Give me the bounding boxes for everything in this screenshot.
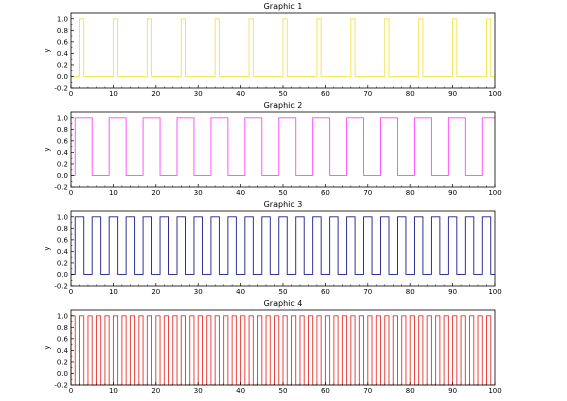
y-tick-label: 0.8 (57, 126, 68, 134)
x-tick-label: 100 (488, 387, 501, 395)
x-tick-label: 30 (194, 288, 203, 296)
x-tick-label: 30 (194, 90, 203, 98)
x-tick-label: 70 (363, 189, 372, 197)
y-tick-label: 1.0 (57, 114, 68, 122)
y-tick-label: 0.4 (57, 248, 69, 256)
x-tick-label: 50 (279, 387, 288, 395)
x-tick-label: 10 (109, 387, 118, 395)
x-tick-label: 20 (151, 288, 160, 296)
x-tick-label: 60 (321, 387, 330, 395)
chart-title: Graphic 4 (264, 299, 303, 308)
x-tick-label: 100 (488, 90, 501, 98)
x-tick-label: 20 (151, 90, 160, 98)
x-tick-label: 80 (406, 288, 415, 296)
y-tick-label: 0.2 (57, 160, 68, 168)
series-line (71, 216, 495, 275)
subplot-4: Graphic 4 y 0 10 20 30 40 50 60 70 80 90 100 -0.2 0.0 0… (43, 299, 502, 395)
x-tick-label: 0 (69, 189, 73, 197)
x-tick-label: 100 (488, 288, 501, 296)
subplot-1: Graphic 1 y 0 10 20 30 40 50 60 70 80 90 100 -0.2 0.0 0… (43, 2, 502, 98)
y-tick-label: 0.0 (57, 73, 68, 81)
x-tick-label: 90 (448, 189, 457, 197)
x-tick-label: 10 (109, 288, 118, 296)
y-tick-label: -0.2 (54, 184, 68, 192)
y-tick-label: 1.0 (57, 15, 68, 23)
subplot-2: Graphic 2 y 0 10 20 30 40 50 60 70 80 90 100 -0.2 0.0 0… (43, 101, 502, 197)
chart-title: Graphic 2 (264, 101, 303, 110)
y-tick-label: 0.4 (57, 347, 69, 355)
x-tick-label: 80 (406, 387, 415, 395)
x-tick-label: 20 (151, 189, 160, 197)
x-tick-label: 70 (363, 387, 372, 395)
y-tick-label: 0.6 (57, 38, 69, 46)
y-tick-label: 1.0 (57, 312, 68, 320)
x-tick-label: 90 (448, 90, 457, 98)
y-tick-label: -0.2 (54, 382, 68, 390)
x-tick-label: 70 (363, 288, 372, 296)
y-tick-label: -0.2 (54, 283, 68, 291)
x-tick-label: 100 (488, 189, 501, 197)
y-tick-label: 0.4 (57, 50, 69, 58)
y-tick-label: 0.0 (57, 271, 68, 279)
chart-title: Graphic 1 (264, 2, 303, 11)
x-tick-label: 10 (109, 189, 118, 197)
x-tick-label: 60 (321, 288, 330, 296)
chart-title: Graphic 3 (264, 200, 303, 209)
x-tick-label: 60 (321, 189, 330, 197)
x-tick-label: 10 (109, 90, 118, 98)
x-tick-label: 50 (279, 90, 288, 98)
y-tick-label: 0.0 (57, 172, 68, 180)
y-axis-label: y (43, 345, 51, 349)
y-axis-label: y (43, 48, 51, 52)
x-tick-label: 50 (279, 189, 288, 197)
x-tick-label: 80 (406, 90, 415, 98)
y-tick-label: 0.0 (57, 370, 68, 378)
x-tick-label: 40 (236, 189, 245, 197)
y-tick-label: 0.8 (57, 324, 68, 332)
subplot-3: Graphic 3 y 0 10 20 30 40 50 60 70 80 90 100 -0.2 0.0 0… (43, 200, 502, 296)
x-tick-label: 40 (236, 288, 245, 296)
x-tick-label: 40 (236, 387, 245, 395)
x-tick-label: 0 (69, 288, 73, 296)
x-tick-label: 70 (363, 90, 372, 98)
series-line (71, 18, 495, 77)
y-tick-label: 0.8 (57, 27, 68, 35)
y-axis-label: y (43, 246, 51, 250)
y-tick-label: 0.8 (57, 225, 68, 233)
series-line (71, 117, 495, 176)
y-tick-label: 0.6 (57, 335, 69, 343)
y-tick-label: 0.2 (57, 358, 68, 366)
y-tick-label: 0.2 (57, 61, 68, 69)
x-tick-label: 90 (448, 387, 457, 395)
x-tick-label: 30 (194, 189, 203, 197)
series-line (70, 315, 495, 386)
x-tick-label: 30 (194, 387, 203, 395)
y-tick-label: 1.0 (57, 213, 68, 221)
x-tick-label: 0 (69, 90, 73, 98)
y-tick-label: -0.2 (54, 85, 68, 93)
y-axis-label: y (43, 147, 51, 151)
x-tick-label: 40 (236, 90, 245, 98)
x-tick-label: 80 (406, 189, 415, 197)
x-tick-label: 0 (69, 387, 73, 395)
x-tick-label: 20 (151, 387, 160, 395)
y-tick-label: 0.4 (57, 149, 69, 157)
x-tick-label: 60 (321, 90, 330, 98)
y-tick-label: 0.2 (57, 259, 68, 267)
x-tick-label: 50 (279, 288, 288, 296)
x-tick-label: 90 (448, 288, 457, 296)
y-tick-label: 0.6 (57, 236, 69, 244)
y-tick-label: 0.6 (57, 137, 69, 145)
